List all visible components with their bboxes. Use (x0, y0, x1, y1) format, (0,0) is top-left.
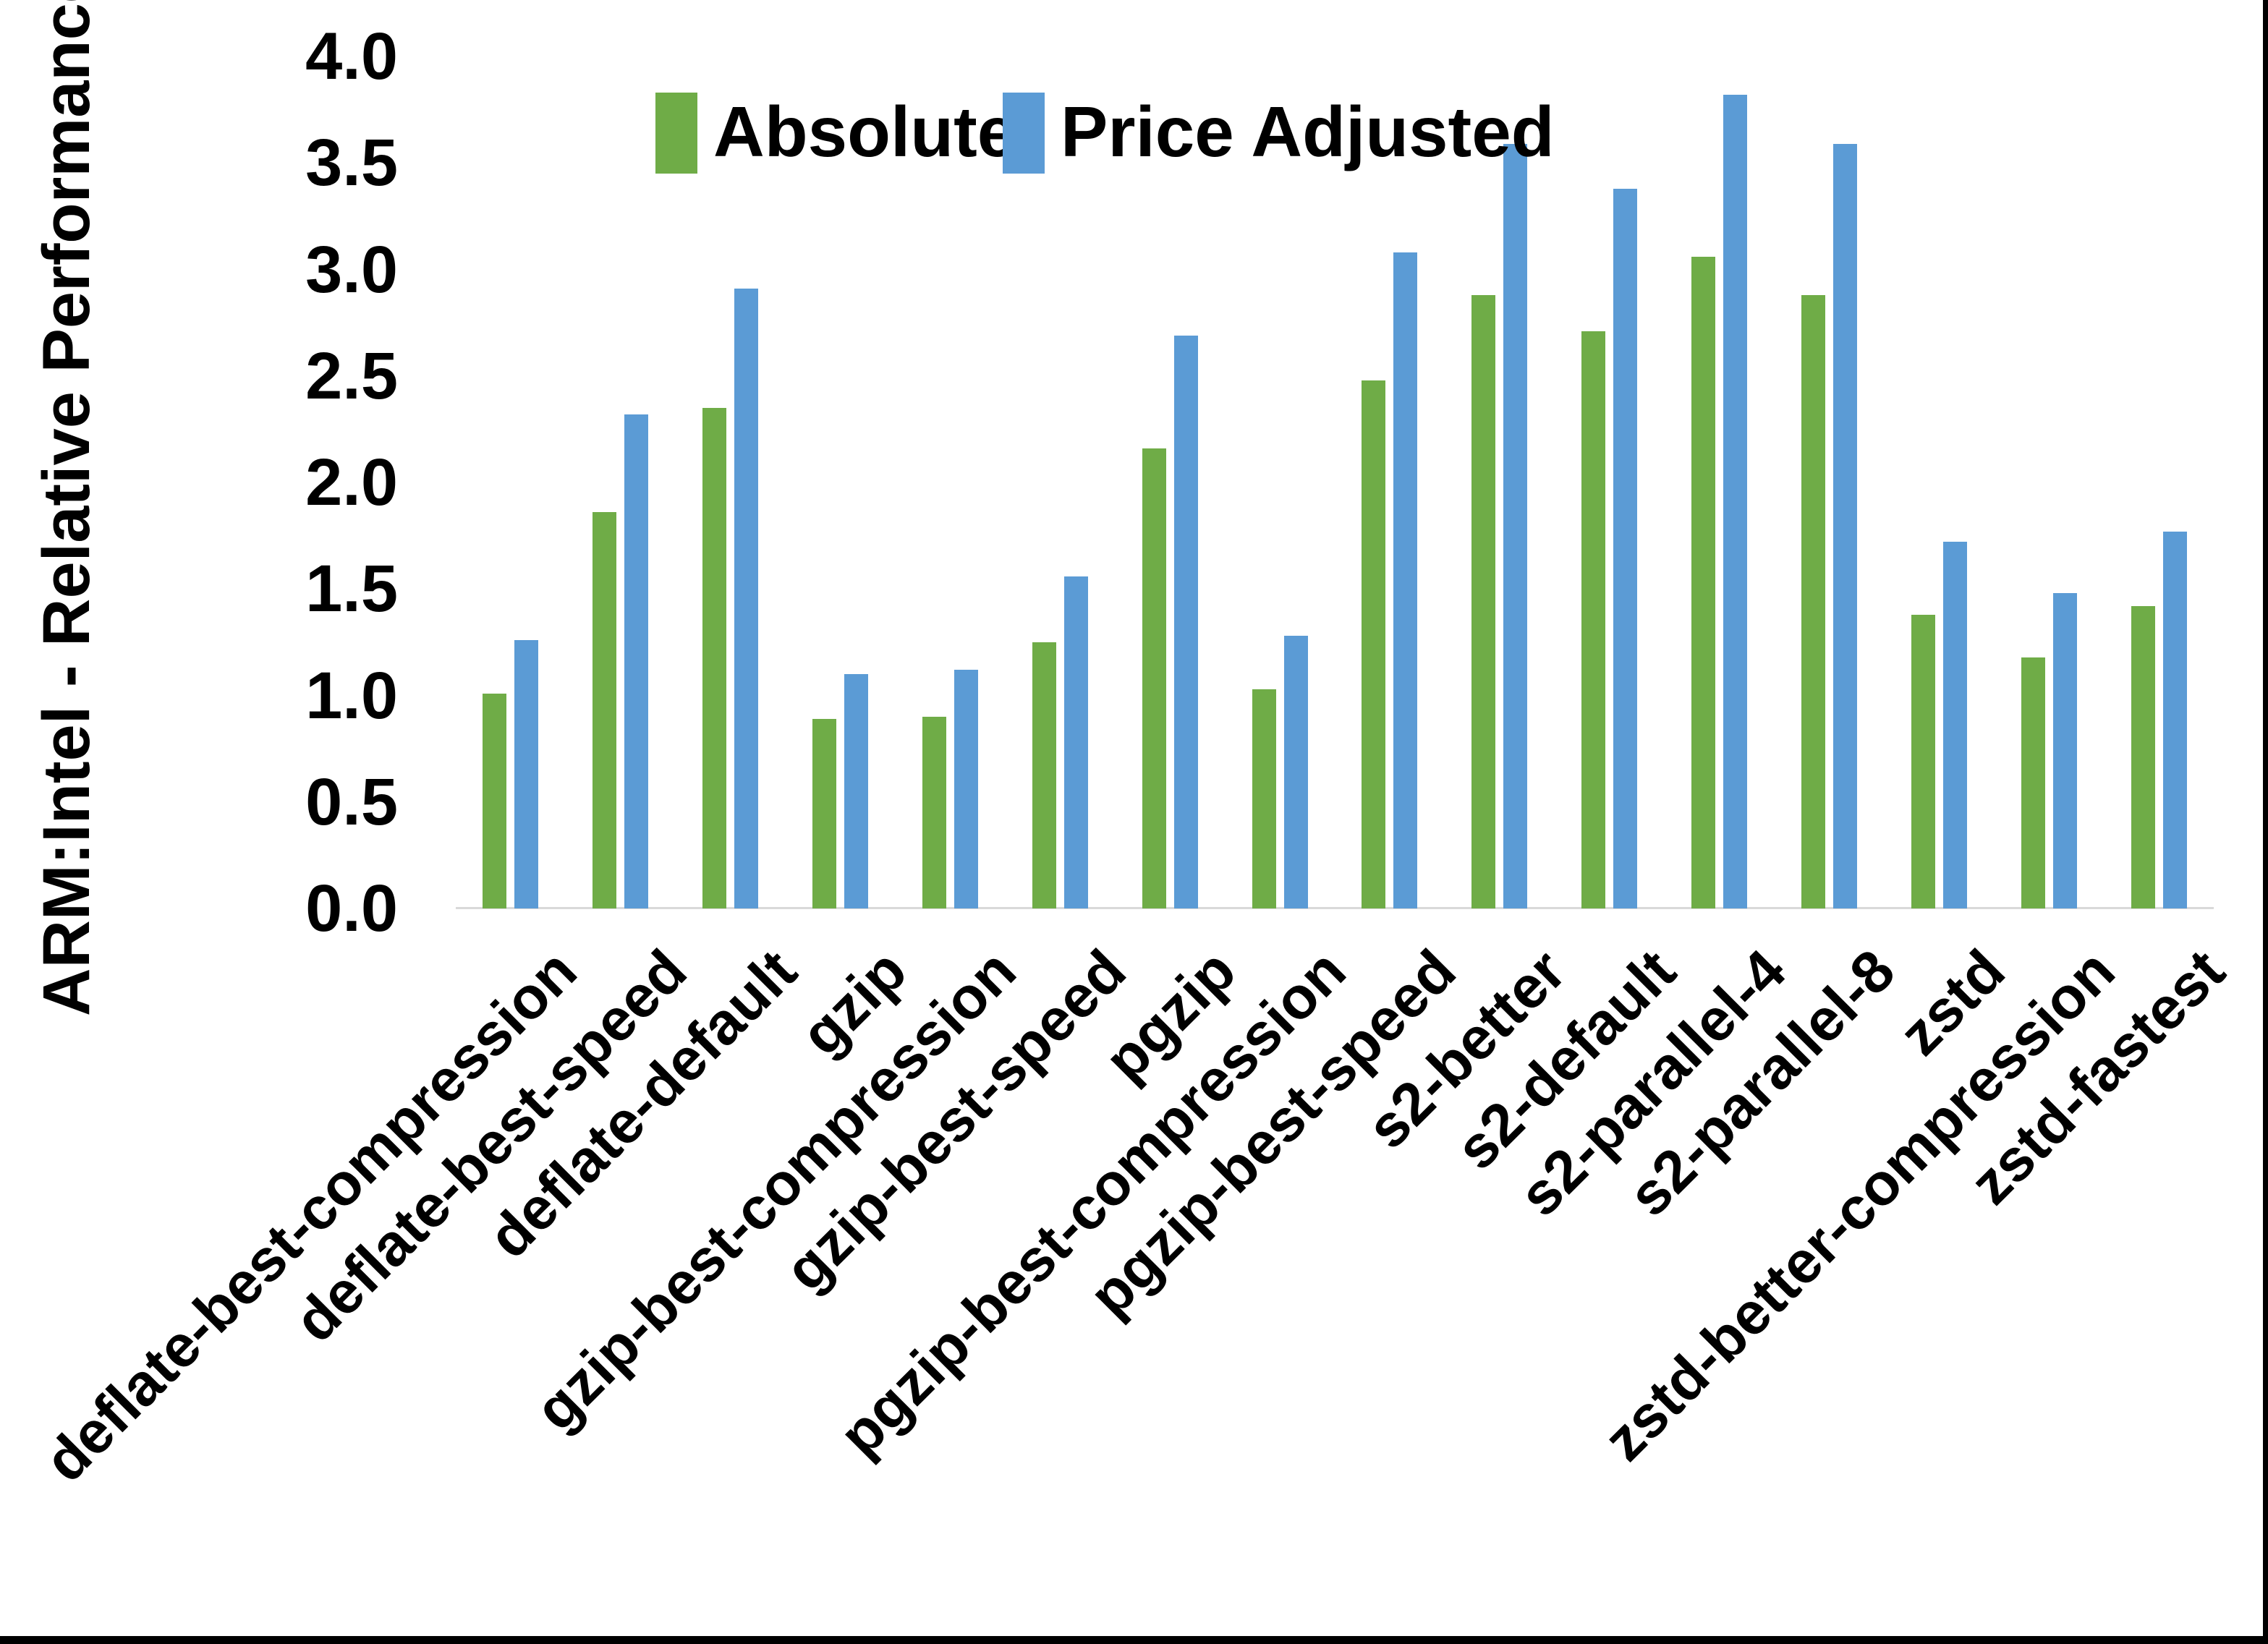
legend-label-price-adjusted: Price Adjusted (1061, 92, 1555, 171)
bar-price-adjusted-pgzip-best-speed (1393, 252, 1418, 908)
bar-group-gzip-best-speed (1005, 56, 1115, 908)
bar-group-deflate-best-speed (566, 56, 676, 908)
bar-price-adjusted-gzip (844, 674, 869, 908)
y-tick-label-2.5: 2.5 (305, 338, 398, 413)
bar-absolute-s2-parallel-4 (1691, 256, 1716, 908)
bar-group-zstd (1884, 56, 1994, 908)
bar-price-adjusted-s2-parallel-8 (1832, 143, 1857, 908)
y-tick-label-4.0: 4.0 (305, 20, 398, 93)
y-tick-label-0.5: 0.5 (305, 764, 398, 839)
bar-group-pgzip (1115, 56, 1225, 908)
bar-price-adjusted-s2-better (1503, 143, 1528, 908)
bar-price-adjusted-pgzip (1173, 335, 1198, 908)
bar-group-zstd-better-compression (1994, 56, 2104, 908)
y-tick-label-2.0: 2.0 (305, 446, 398, 519)
bar-absolute-pgzip-best-speed (1362, 380, 1386, 908)
bar-price-adjusted-s2-default (1613, 188, 1638, 908)
screenshot-bottom-border (0, 1636, 2268, 1644)
bar-absolute-pgzip (1142, 448, 1166, 908)
bar-price-adjusted-zstd (1942, 542, 1967, 908)
bar-price-adjusted-zstd-better-compression (2052, 593, 2077, 908)
bar-absolute-deflate-best-compression (483, 693, 507, 908)
bar-group-deflate-best-compression (456, 56, 566, 908)
y-tick-label-3.0: 3.0 (305, 232, 398, 307)
bar-price-adjusted-gzip-best-speed (1063, 576, 1088, 908)
bar-price-adjusted-zstd-fastest (2162, 531, 2187, 908)
bar-group-pgzip-best-compression (1225, 56, 1335, 908)
bar-price-adjusted-deflate-best-compression (514, 639, 539, 908)
y-tick-label-1.5: 1.5 (305, 552, 398, 626)
bar-absolute-zstd-fastest (2131, 605, 2155, 908)
y-tick-label-1.0: 1.0 (305, 658, 398, 733)
screenshot-right-border (2263, 0, 2268, 1644)
bar-group-zstd-fastest (2104, 56, 2214, 908)
bar-price-adjusted-deflate-default (734, 289, 759, 908)
y-axis-title: ARM:Intel - Relative Performance (30, 0, 103, 1016)
plot-area (456, 56, 2214, 908)
y-tick-label-3.5: 3.5 (305, 126, 398, 200)
bar-absolute-deflate-default (702, 407, 727, 908)
bar-price-adjusted-gzip-best-compression (954, 670, 978, 908)
bar-group-s2-parallel-8 (1775, 56, 1885, 908)
x-axis-line (456, 907, 2214, 909)
bar-group-gzip (786, 56, 896, 908)
bar-absolute-s2-default (1581, 331, 1606, 908)
bar-group-s2-default (1555, 56, 1665, 908)
bar-price-adjusted-s2-parallel-4 (1723, 95, 1748, 908)
bar-absolute-gzip-best-speed (1032, 642, 1056, 908)
bar-absolute-gzip-best-compression (922, 716, 946, 908)
bar-absolute-pgzip-best-compression (1252, 689, 1276, 908)
bar-price-adjusted-deflate-best-speed (624, 414, 649, 908)
legend-swatch-absolute (655, 93, 697, 174)
bar-group-gzip-best-compression (896, 56, 1006, 908)
bar-absolute-deflate-best-speed (593, 512, 617, 908)
bar-absolute-gzip (812, 718, 837, 908)
bar-group-s2-parallel-4 (1665, 56, 1775, 908)
bar-absolute-s2-parallel-8 (1801, 294, 1825, 908)
bar-group-deflate-default (676, 56, 786, 908)
legend-swatch-price-adjusted (1003, 93, 1045, 174)
y-tick-label-0.0: 0.0 (305, 872, 398, 945)
bar-group-s2-better (1445, 56, 1555, 908)
bar-price-adjusted-pgzip-best-compression (1283, 636, 1308, 908)
bar-absolute-zstd-better-compression (2021, 657, 2045, 908)
legend-label-absolute: Absolute (713, 92, 1017, 171)
bar-group-pgzip-best-speed (1335, 56, 1445, 908)
bar-absolute-zstd (1911, 614, 1935, 908)
bar-absolute-s2-better (1471, 294, 1496, 908)
